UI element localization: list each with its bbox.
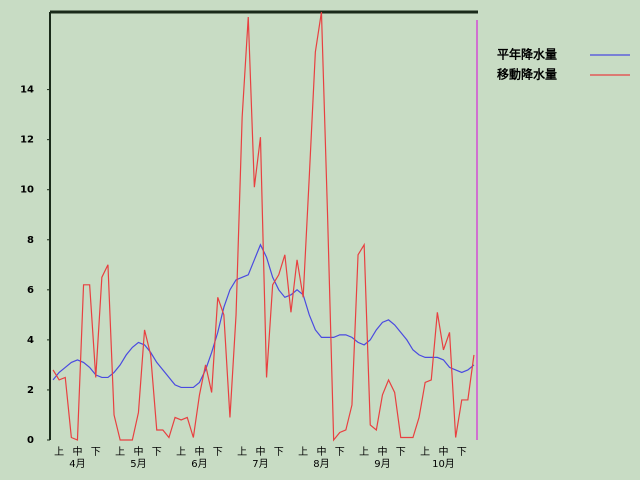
x-tick-label: 下 — [152, 447, 162, 458]
x-tick-label: 上 — [420, 446, 430, 458]
y-tick-label: 14 — [20, 85, 34, 96]
month-label: 5月 — [130, 458, 146, 470]
x-tick-label: 中 — [316, 445, 326, 458]
x-tick-label: 中 — [194, 445, 204, 458]
series-line — [52, 11, 475, 442]
month-label: 9月 — [374, 458, 390, 470]
x-tick-label: 下 — [274, 447, 284, 458]
y-tick-label: 10 — [20, 185, 34, 196]
x-tick-label: 中 — [255, 445, 265, 458]
x-tick-label: 下 — [213, 447, 223, 458]
x-tick-label: 中 — [72, 445, 82, 458]
y-tick-label: 0 — [27, 435, 34, 446]
month-label: 7月 — [252, 458, 268, 470]
x-tick-label: 中 — [133, 445, 143, 458]
x-tick-label: 上 — [176, 446, 186, 458]
month-label: 6月 — [191, 458, 207, 470]
legend-label: 平年降水量 — [497, 47, 557, 62]
x-tick-label: 上 — [237, 446, 247, 458]
month-label: 8月 — [313, 458, 329, 470]
y-tick-label: 4 — [27, 335, 34, 346]
legend-label: 移動降水量 — [497, 67, 557, 82]
x-tick-label: 下 — [335, 447, 345, 458]
x-tick-label: 中 — [438, 445, 448, 458]
x-tick-label: 下 — [91, 447, 101, 458]
x-tick-label: 中 — [377, 445, 387, 458]
month-label: 4月 — [69, 458, 85, 470]
y-tick-label: 2 — [27, 385, 34, 396]
x-tick-label: 上 — [298, 446, 308, 458]
x-tick-label: 下 — [457, 447, 467, 458]
month-label: 10月 — [432, 458, 455, 470]
y-tick-label: 6 — [27, 285, 34, 296]
x-tick-label: 上 — [54, 446, 64, 458]
x-tick-label: 上 — [115, 446, 125, 458]
x-tick-label: 上 — [359, 446, 369, 458]
y-tick-label: 12 — [20, 135, 34, 146]
y-tick-label: 8 — [27, 235, 34, 246]
x-tick-label: 下 — [396, 447, 406, 458]
